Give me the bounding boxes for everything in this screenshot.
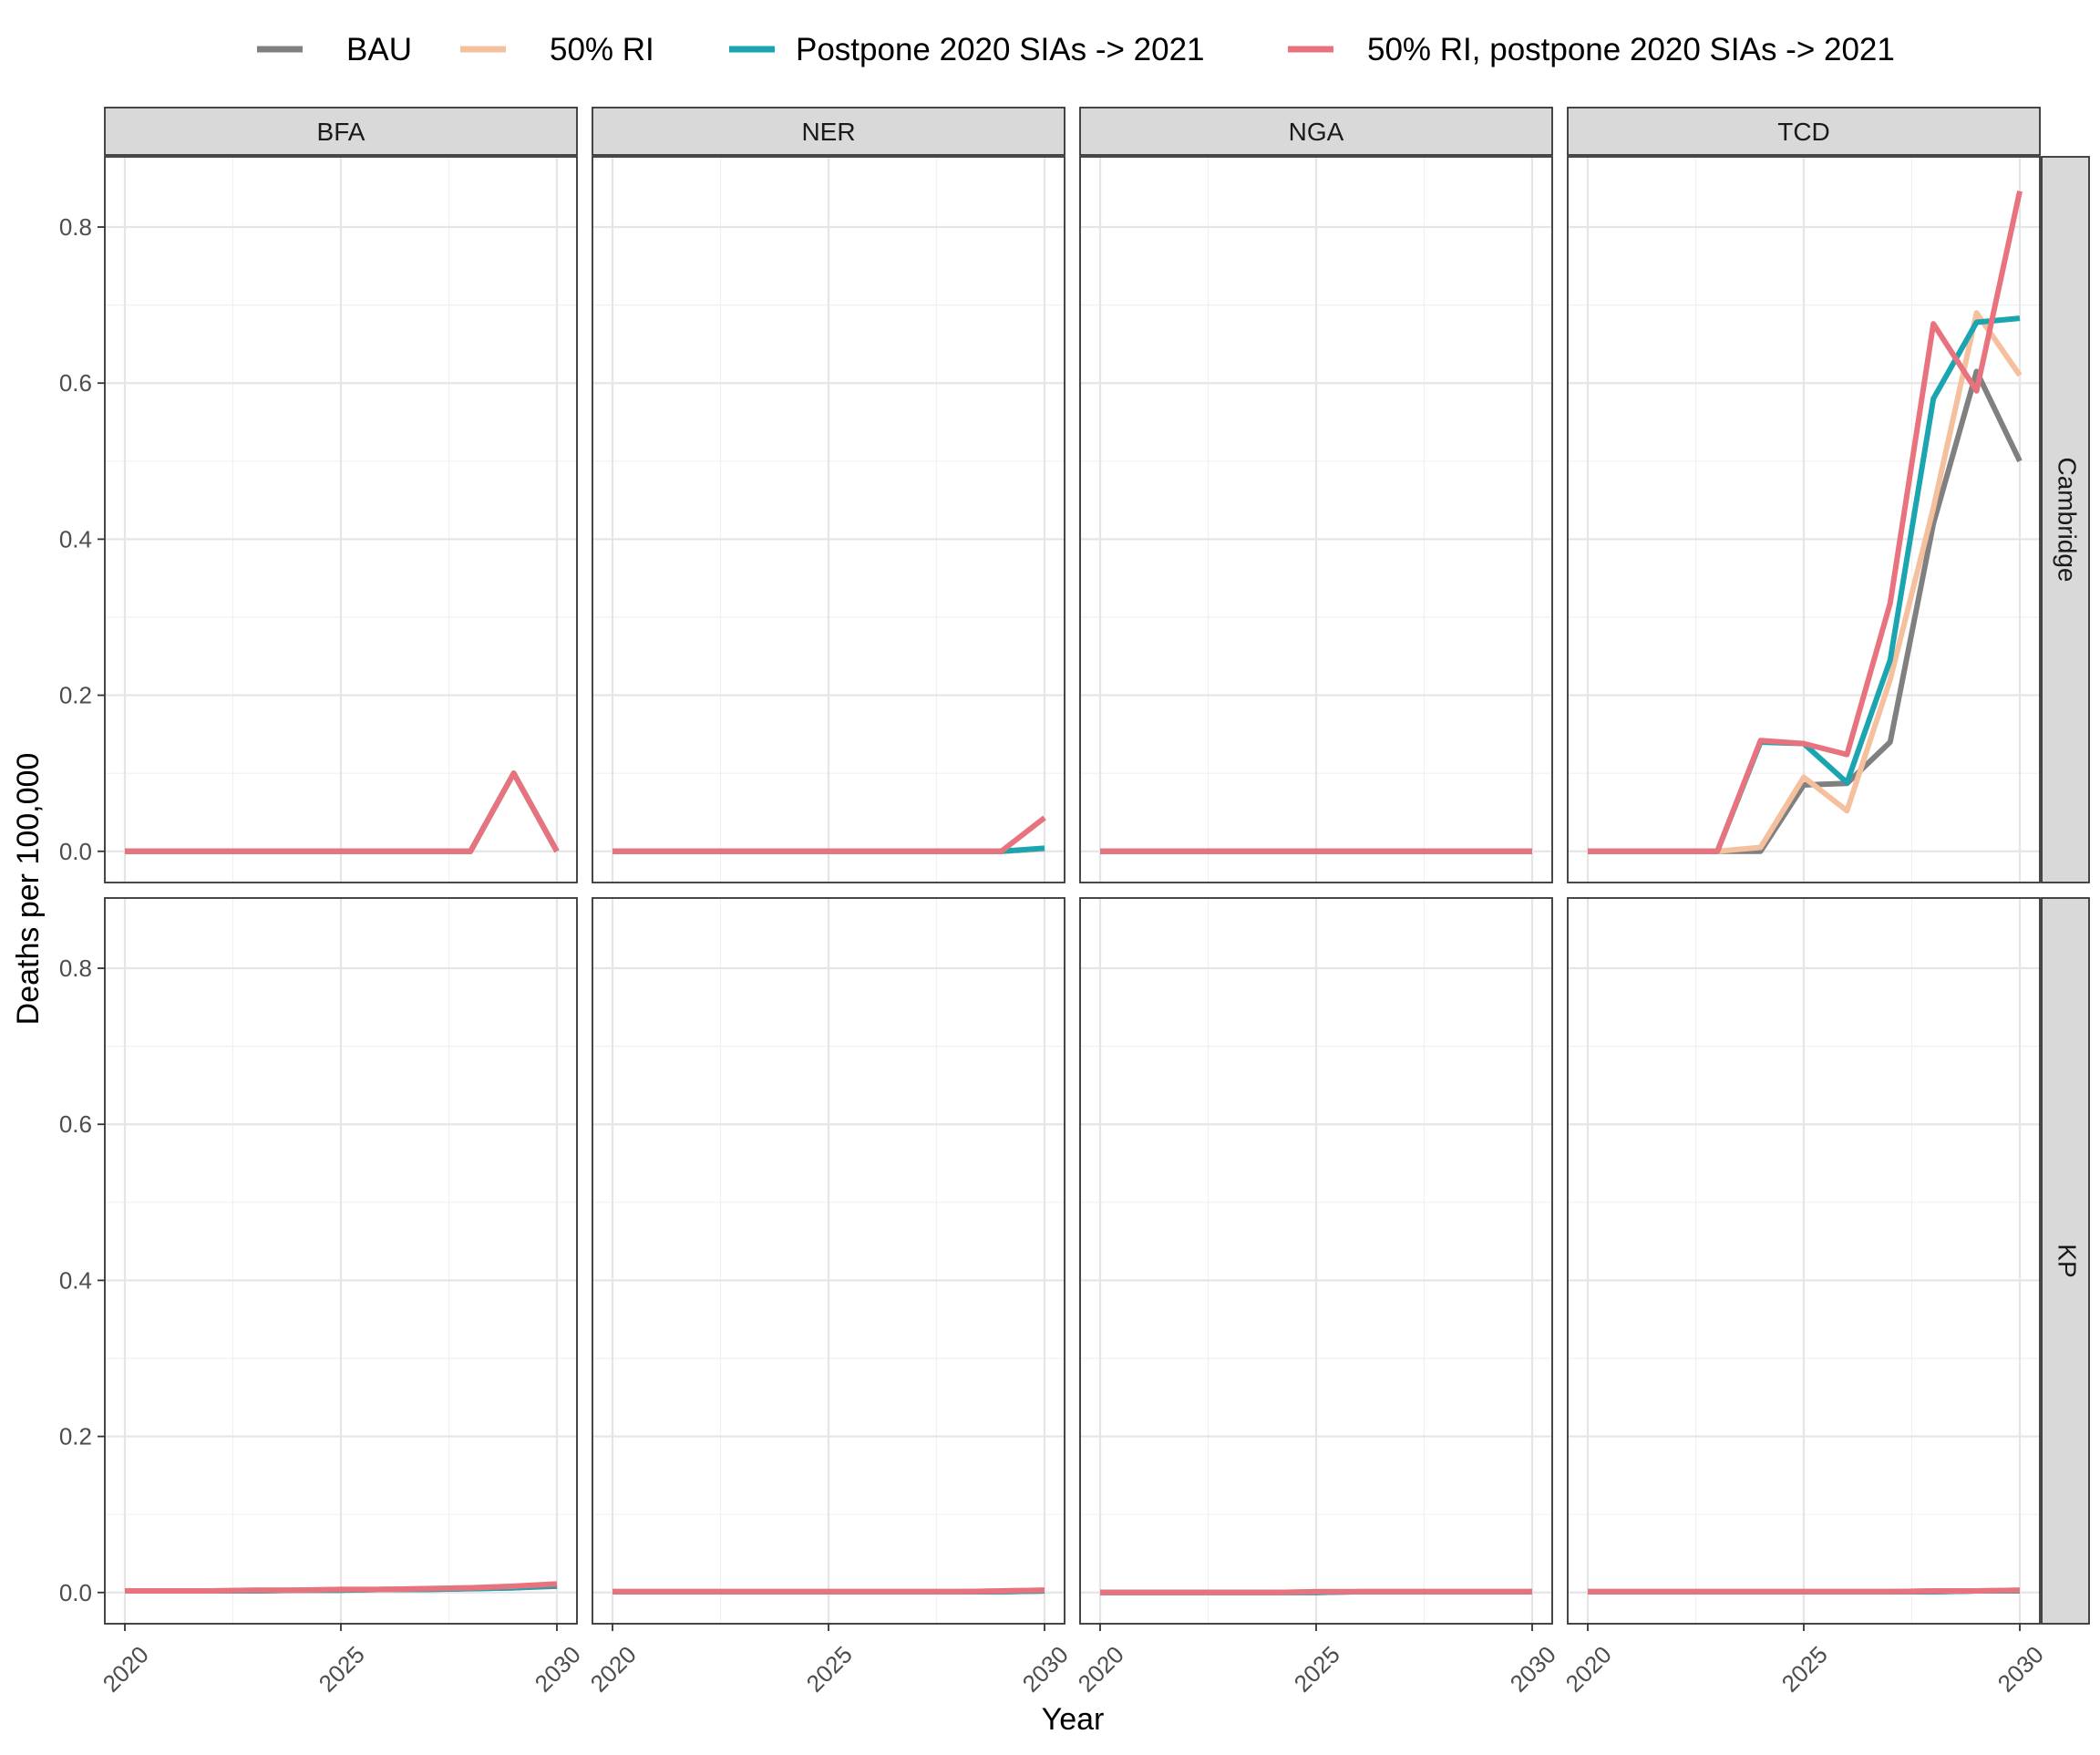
y-tick-label: 0.0	[59, 838, 92, 865]
y-axis-kp: 0.0 0.2 0.4 0.6 0.8	[59, 955, 105, 1606]
x-axis-nga: 2020 2025 2030	[1073, 1624, 1561, 1698]
panel-border	[592, 156, 1065, 883]
panel-grid	[592, 157, 1065, 883]
panel-border	[1567, 156, 2041, 883]
x-axis-title: Year	[1042, 1702, 1105, 1737]
strip-row-cambridge: Cambridge	[2041, 156, 2090, 883]
panel-grid	[1568, 898, 2040, 1624]
series-line-50-ri-postpone-2020-sias-2021	[612, 1587, 1045, 1595]
legend-item-50-ri: 50% RI	[460, 32, 654, 67]
x-tick-label: 2030	[1017, 1641, 1074, 1698]
strip-background	[1079, 107, 1553, 156]
panel-series	[1588, 1587, 2021, 1595]
series-line-50-ri-postpone-2020-sias-2021	[1588, 191, 2023, 854]
x-tick-label: 2020	[1073, 1641, 1129, 1698]
strip-label: NGA	[1289, 118, 1344, 146]
panel-kp-ner	[592, 897, 1065, 1625]
legend-label: BAU	[346, 32, 412, 67]
panel-cambridge-nga	[1079, 156, 1553, 883]
x-tick-label: 2020	[585, 1641, 642, 1698]
y-tick-label: 0.0	[59, 1579, 92, 1606]
x-tick-label: 2030	[530, 1641, 586, 1698]
panel-series	[125, 770, 560, 854]
x-tick-label: 2030	[1992, 1641, 2049, 1698]
strip-col-ner: NER	[592, 107, 1065, 156]
strip-label: KP	[2054, 1244, 2082, 1277]
panel-cambridge-bfa	[104, 156, 578, 883]
facet-panels	[104, 156, 2041, 1625]
legend-label: 50% RI, postpone 2020 SIAs -> 2021	[1367, 32, 1895, 67]
legend-item-50-ri-postpone-2020-sias-2021: 50% RI, postpone 2020 SIAs -> 2021	[1288, 32, 1895, 67]
x-axis-tcd: 2020 2025 2030	[1560, 1624, 2049, 1698]
panel-grid	[1080, 157, 1552, 883]
strip-col-bfa: BFA	[104, 107, 578, 156]
panel-cambridge-ner	[592, 156, 1065, 883]
panel-kp-tcd	[1567, 897, 2041, 1625]
strip-background	[2041, 156, 2090, 883]
y-axis-title: Deaths per 100,000	[11, 753, 46, 1026]
strip-label: Cambridge	[2054, 458, 2082, 583]
strip-label: NER	[801, 118, 855, 146]
panel-cambridge-tcd	[1567, 156, 2041, 883]
y-axis-cambridge: 0.0 0.2 0.4 0.6 0.8	[59, 213, 105, 865]
y-tick-label: 0.4	[59, 1266, 92, 1294]
strip-row-kp: KP	[2041, 897, 2090, 1625]
panel-series	[612, 1587, 1045, 1595]
x-tick-label: 2020	[98, 1641, 154, 1698]
y-tick-label: 0.4	[59, 525, 92, 552]
legend-item-bau: BAU	[257, 32, 412, 67]
x-axis-bfa: 2020 2025 2030	[98, 1624, 586, 1698]
x-tick-label: 2025	[314, 1641, 370, 1698]
series-line-50-ri-postpone-2020-sias-2021	[125, 1581, 558, 1595]
x-tick-label: 2025	[801, 1641, 858, 1698]
legend-label: 50% RI	[550, 32, 654, 67]
x-tick-label: 2025	[1289, 1641, 1345, 1698]
panel-kp-bfa	[104, 897, 578, 1625]
series-line-50-ri-postpone-2020-sias-2021	[125, 770, 560, 854]
y-tick-label: 0.8	[59, 955, 92, 982]
panel-series	[1100, 1588, 1532, 1595]
legend-label: Postpone 2020 SIAs -> 2021	[796, 32, 1205, 67]
strip-background	[592, 107, 1065, 156]
y-tick-label: 0.8	[59, 213, 92, 241]
panel-border	[104, 156, 578, 883]
panel-series	[612, 815, 1046, 854]
panel-kp-nga	[1079, 897, 1553, 1625]
y-tick-label: 0.6	[59, 369, 92, 397]
legend-item-postpone-2020-sias-2021: Postpone 2020 SIAs -> 2021	[729, 32, 1205, 67]
y-tick-label: 0.6	[59, 1110, 92, 1138]
strip-background	[104, 107, 578, 156]
x-tick-label: 2020	[1560, 1641, 1617, 1698]
strip-background	[1567, 107, 2041, 156]
panel-border	[1079, 156, 1553, 883]
strip-label: TCD	[1777, 118, 1830, 146]
x-tick-label: 2025	[1776, 1641, 1833, 1698]
legend: BAU 50% RI Postpone 2020 SIAs -> 2021 50% R…	[257, 32, 1895, 67]
strip-col-tcd: TCD	[1567, 107, 2041, 156]
strip-background	[2041, 897, 2090, 1625]
strip-col-nga: NGA	[1079, 107, 1553, 156]
panel-series	[1588, 191, 2023, 854]
strip-label: BFA	[317, 118, 365, 146]
panel-grid	[1568, 157, 2040, 883]
facet-strips: BFA NER NGA TCD Cambridge KP	[104, 107, 2090, 1625]
panel-grid	[105, 898, 577, 1624]
x-axis-ner: 2020 2025 2030	[585, 1624, 1074, 1698]
panel-series	[125, 1581, 558, 1595]
series-line-50-ri-postpone-2020-sias-2021	[612, 815, 1046, 854]
series-line-50-ri-postpone-2020-sias-2021	[1100, 1588, 1532, 1595]
series-line-50-ri-postpone-2020-sias-2021	[1588, 1587, 2021, 1595]
panel-grid	[105, 157, 577, 883]
y-tick-label: 0.2	[59, 682, 92, 709]
y-tick-label: 0.2	[59, 1423, 92, 1450]
x-tick-label: 2030	[1505, 1641, 1561, 1698]
